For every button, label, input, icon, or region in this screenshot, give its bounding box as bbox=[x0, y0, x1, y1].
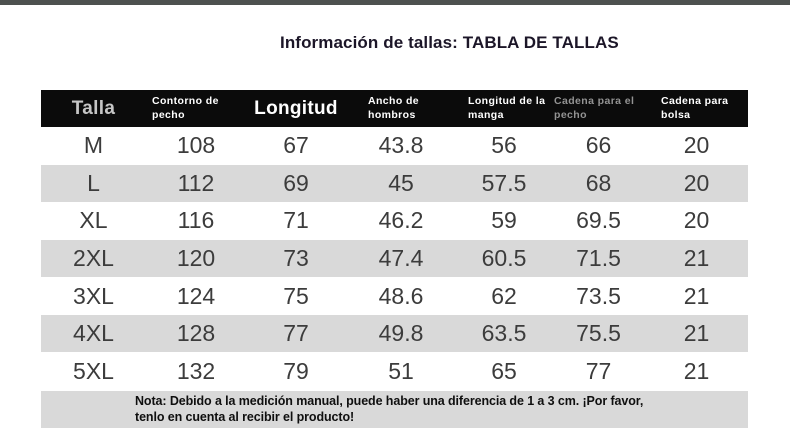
measurement-cell: 21 bbox=[683, 244, 710, 271]
measurement-cell: 47.4 bbox=[378, 244, 424, 271]
table-row-m: M 108 67 43.8 56 66 20 bbox=[41, 127, 748, 165]
column-header-longitud-de-la-manga: Longitud de la manga bbox=[468, 94, 546, 121]
measurement-cell: 77 bbox=[585, 357, 612, 384]
measurement-cell: 48.6 bbox=[378, 282, 424, 309]
measurement-cell: 66 bbox=[585, 132, 612, 159]
size-label-cell: 3XL bbox=[73, 282, 114, 309]
measurement-cell: 62 bbox=[491, 282, 517, 309]
measurement-cell: 71 bbox=[283, 207, 309, 234]
measurement-cell: 75 bbox=[283, 282, 309, 309]
measurement-cell: 20 bbox=[683, 207, 710, 234]
table-row-l: L 112 69 45 57.5 68 20 bbox=[41, 164, 748, 203]
measurement-cell: 51 bbox=[388, 357, 414, 384]
table-row-2xl: 2XL 120 73 47.4 60.5 71.5 21 bbox=[41, 239, 748, 278]
measurement-cell: 20 bbox=[683, 132, 710, 159]
measurement-cell: 56 bbox=[491, 132, 517, 159]
measurement-cell: 132 bbox=[176, 357, 216, 384]
column-header-ancho-de-hombros: Ancho de hombros bbox=[368, 94, 420, 121]
size-label-cell: 4XL bbox=[73, 320, 114, 347]
measurement-cell: 20 bbox=[683, 169, 710, 196]
note-line-2: tenlo en cuenta al recibir el producto! bbox=[135, 410, 355, 425]
table-header-row: Talla Contorno de pecho Longitud Ancho d… bbox=[41, 90, 748, 127]
size-label-cell: L bbox=[87, 169, 100, 196]
column-header-cadena-para-el-pecho: Cadena para el pecho bbox=[554, 94, 635, 121]
note-line-1: Nota: Debido a la medición manual, puede… bbox=[135, 393, 644, 408]
measurement-cell: 108 bbox=[176, 132, 216, 159]
measurement-cell: 73 bbox=[283, 244, 309, 271]
column-header-cadena-para-bolsa: Cadena para bolsa bbox=[661, 94, 729, 121]
size-label-cell: 5XL bbox=[73, 357, 114, 384]
table-row-5xl: 5XL 132 79 51 65 77 21 bbox=[41, 352, 748, 390]
measurement-cell: 57.5 bbox=[481, 169, 527, 196]
measurement-cell: 43.8 bbox=[378, 132, 424, 159]
measurement-cell: 71.5 bbox=[576, 244, 621, 271]
measurement-cell: 128 bbox=[176, 320, 216, 347]
measurement-cell: 69 bbox=[283, 169, 309, 196]
table-row-3xl: 3XL 124 75 48.6 62 73.5 21 bbox=[41, 277, 748, 315]
measurement-cell: 21 bbox=[683, 357, 710, 384]
measurement-cell: 69.5 bbox=[576, 207, 621, 234]
size-label-cell: XL bbox=[79, 207, 108, 234]
size-label-cell: 2XL bbox=[73, 244, 114, 271]
measurement-cell: 124 bbox=[176, 282, 216, 309]
page-title: Información de tallas: TABLA DE TALLAS bbox=[280, 33, 619, 52]
table-row-xl: XL 116 71 46.2 59 69.5 20 bbox=[41, 202, 748, 240]
measurement-cell: 67 bbox=[283, 132, 309, 159]
table-body: M 108 67 43.8 56 66 20 L 112 69 45 57.5 68 20 XL 116 71 4… bbox=[41, 127, 748, 390]
measurement-cell: 68 bbox=[585, 169, 612, 196]
column-header-longitud: Longitud bbox=[254, 97, 338, 119]
column-header-contorno-de-pecho: Contorno de pecho bbox=[152, 94, 219, 121]
measurement-cell: 79 bbox=[283, 357, 309, 384]
measurement-cell: 45 bbox=[388, 169, 414, 196]
measurement-cell: 77 bbox=[283, 320, 309, 347]
measurement-cell: 49.8 bbox=[378, 320, 424, 347]
measurement-cell: 46.2 bbox=[378, 207, 424, 234]
top-divider-bar bbox=[0, 0, 790, 5]
size-label-cell: M bbox=[83, 132, 104, 159]
measurement-cell: 65 bbox=[491, 357, 517, 384]
measurement-cell: 60.5 bbox=[481, 244, 527, 271]
measurement-cell: 73.5 bbox=[576, 282, 621, 309]
measurement-cell: 63.5 bbox=[481, 320, 527, 347]
measurement-cell: 75.5 bbox=[576, 320, 621, 347]
table-row-4xl: 4XL 128 77 49.8 63.5 75.5 21 bbox=[41, 314, 748, 353]
measurement-cell: 116 bbox=[177, 207, 215, 234]
note-box: Nota: Debido a la medición manual, puede… bbox=[41, 390, 748, 428]
measurement-cell: 21 bbox=[683, 320, 710, 347]
measurement-cell: 112 bbox=[177, 169, 215, 196]
measurement-cell: 21 bbox=[683, 282, 710, 309]
size-table: Talla Contorno de pecho Longitud Ancho d… bbox=[41, 90, 748, 428]
measurement-cell: 59 bbox=[491, 207, 517, 234]
measurement-cell: 120 bbox=[176, 244, 216, 271]
column-header-talla: Talla bbox=[71, 97, 116, 119]
